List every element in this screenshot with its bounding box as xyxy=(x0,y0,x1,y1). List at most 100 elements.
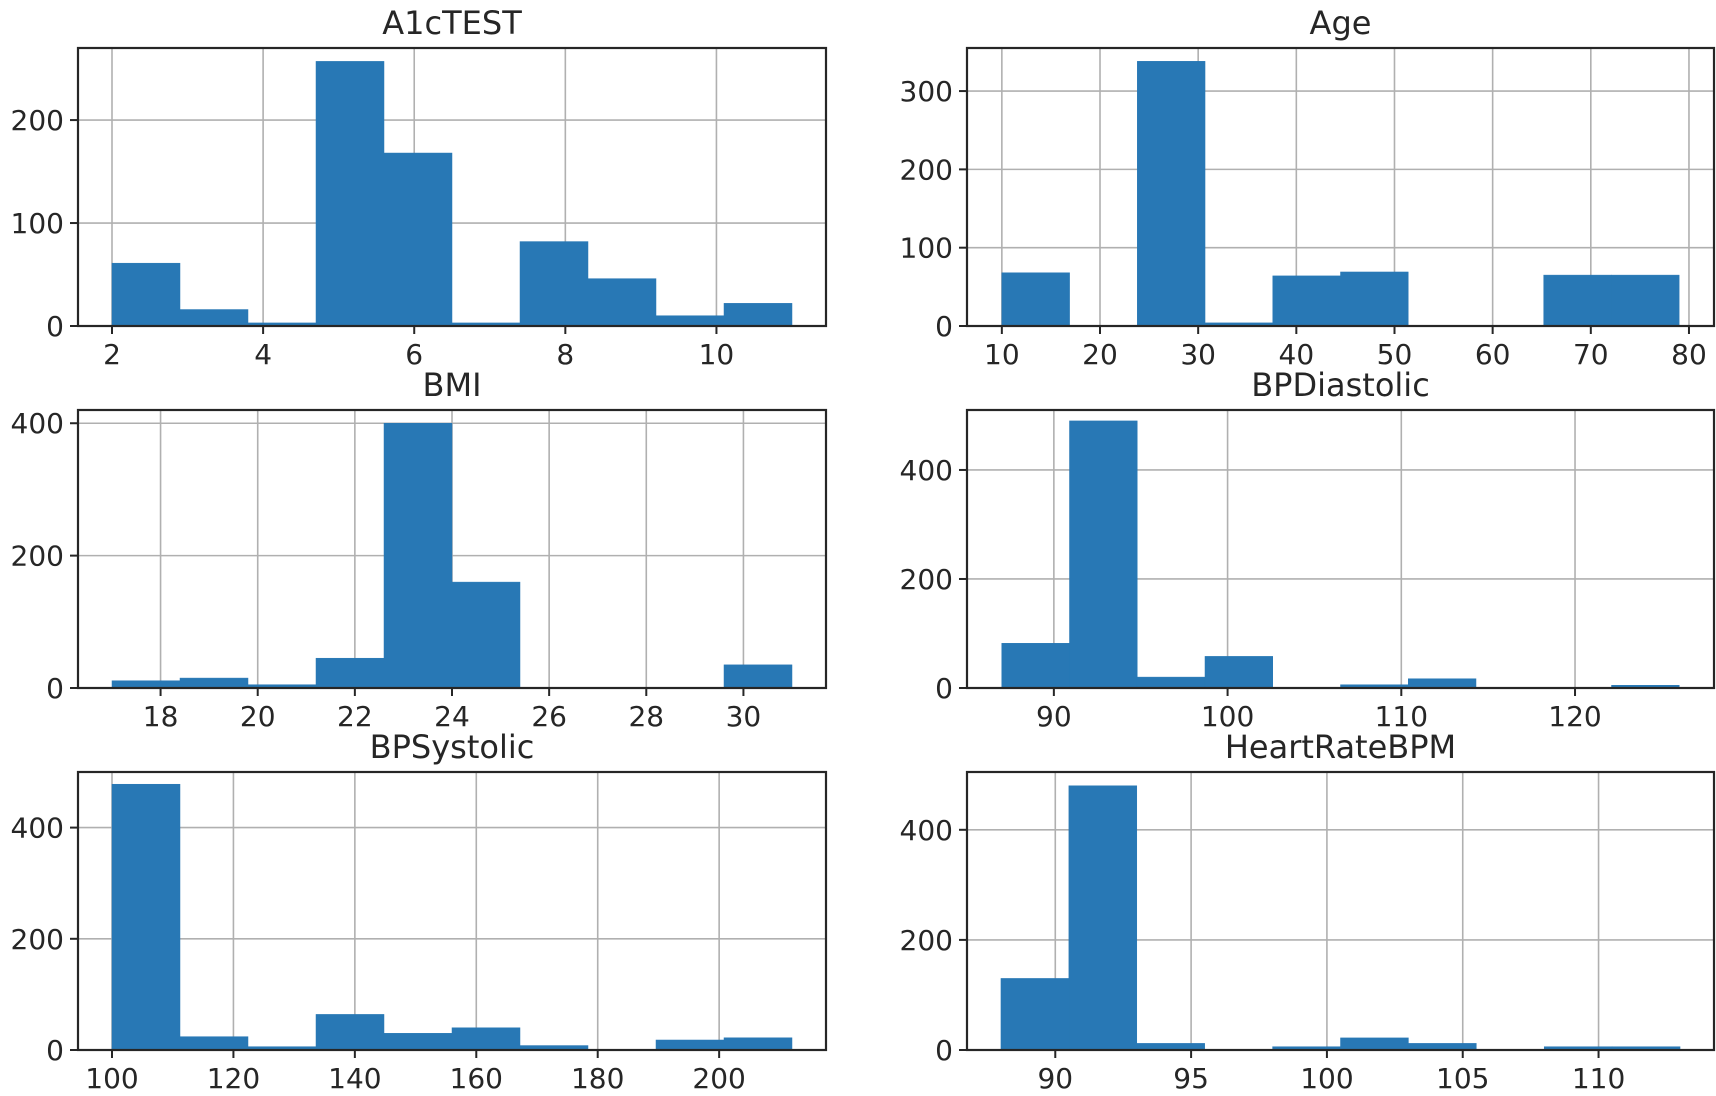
x-tick-label: 110 xyxy=(1375,700,1428,733)
x-tick-label: 200 xyxy=(692,1062,745,1095)
histogram-bar xyxy=(655,315,725,327)
x-tick-label: 4 xyxy=(254,338,272,371)
y-tick-label: 300 xyxy=(900,75,953,108)
y-tick-label: 0 xyxy=(935,310,953,343)
x-tick-label: 20 xyxy=(240,700,276,733)
y-tick-label: 400 xyxy=(900,814,953,847)
histogram-bar xyxy=(315,1014,385,1051)
histogram-bar xyxy=(179,309,249,327)
x-tick-label: 8 xyxy=(556,338,574,371)
x-tick-label: 2 xyxy=(103,338,121,371)
subplot-title: BPSystolic xyxy=(370,728,535,766)
y-tick-label: 200 xyxy=(11,540,64,573)
x-tick-label: 70 xyxy=(1573,338,1609,371)
histogram-bar xyxy=(315,61,385,327)
histogram-bar xyxy=(383,1033,453,1051)
x-tick-label: 28 xyxy=(628,700,664,733)
x-tick-label: 100 xyxy=(1300,1062,1353,1095)
x-tick-label: 180 xyxy=(571,1062,624,1095)
subplot-bpdiastolic: 90 100 110 120 0 200 400 BPDiastolic xyxy=(900,366,1716,733)
histogram-bar xyxy=(519,241,589,327)
histogram-bar xyxy=(1069,420,1138,689)
y-tick-label: 0 xyxy=(935,1034,953,1067)
x-tick-label: 18 xyxy=(143,700,179,733)
histogram-bar xyxy=(111,783,181,1051)
y-tick-label: 200 xyxy=(11,923,64,956)
subplot-title: Age xyxy=(1310,4,1372,42)
y-tick-label: 200 xyxy=(900,153,953,186)
histogram-bar xyxy=(1068,785,1138,1051)
x-tick-label: 80 xyxy=(1671,338,1707,371)
subplot-heartratebpm: 90 95 100 105 110 0 200 400 HeartRateBPM xyxy=(900,728,1716,1095)
histogram-bar xyxy=(1204,656,1273,689)
histogram-bar xyxy=(1611,274,1680,327)
histogram-bar xyxy=(1001,643,1070,689)
y-tick-label: 100 xyxy=(11,207,64,240)
x-tick-label: 30 xyxy=(1180,338,1216,371)
x-tick-label: 50 xyxy=(1377,338,1413,371)
subplot-bpsystolic: 100 120 140 160 180 200 0 200 400 BPSystolic xyxy=(11,728,828,1095)
y-tick-label: 0 xyxy=(46,310,64,343)
y-tick-label: 100 xyxy=(900,232,953,265)
histogram-bar xyxy=(1000,978,1070,1051)
x-tick-label: 10 xyxy=(984,338,1020,371)
histogram-bar xyxy=(1408,678,1477,689)
histogram-bar xyxy=(655,1039,725,1051)
x-tick-label: 24 xyxy=(434,700,470,733)
y-tick-label: 400 xyxy=(900,454,953,487)
x-tick-label: 22 xyxy=(337,700,373,733)
x-tick-label: 110 xyxy=(1572,1062,1625,1095)
subplot-bmi: 18 20 22 24 26 28 30 0 200 400 BMI xyxy=(11,366,828,733)
axes-frame xyxy=(76,770,828,1052)
y-tick-label: 0 xyxy=(46,1034,64,1067)
histogram-bar xyxy=(1137,61,1206,327)
x-tick-label: 20 xyxy=(1082,338,1118,371)
subplot-title: BPDiastolic xyxy=(1251,366,1430,404)
histogram-bar xyxy=(383,152,453,327)
histogram-bar xyxy=(383,422,453,689)
axes-frame xyxy=(965,46,1716,328)
y-tick-label: 400 xyxy=(11,812,64,845)
y-tick-label: 200 xyxy=(900,563,953,596)
subplot-title: BMI xyxy=(423,366,482,404)
histogram-bar xyxy=(1001,272,1070,327)
x-tick-label: 26 xyxy=(531,700,567,733)
x-tick-label: 120 xyxy=(1548,700,1601,733)
histogram-bar xyxy=(723,1037,793,1051)
x-tick-label: 120 xyxy=(207,1062,260,1095)
histogram-bar xyxy=(315,657,385,689)
histogram-bar xyxy=(179,677,249,689)
y-tick-label: 200 xyxy=(900,924,953,957)
histogram-bar xyxy=(451,1027,521,1051)
histogram-bar xyxy=(587,278,657,327)
x-tick-label: 90 xyxy=(1037,1062,1073,1095)
histogram-bar xyxy=(179,1036,249,1051)
histogram-bar xyxy=(1340,271,1409,327)
histogram-bar xyxy=(451,581,521,689)
x-tick-label: 105 xyxy=(1436,1062,1489,1095)
x-tick-label: 90 xyxy=(1036,700,1072,733)
histogram-bar xyxy=(1543,274,1612,327)
subplot-age: 10 20 30 40 50 60 70 80 0 100 200 300 Age xyxy=(900,4,1716,371)
histogram-bar xyxy=(1136,676,1206,689)
x-tick-label: 40 xyxy=(1279,338,1315,371)
y-tick-label: 0 xyxy=(46,672,64,705)
y-tick-label: 400 xyxy=(11,407,64,440)
histogram-bar xyxy=(1272,275,1341,327)
x-tick-label: 6 xyxy=(405,338,423,371)
x-tick-label: 140 xyxy=(328,1062,381,1095)
y-tick-label: 200 xyxy=(11,104,64,137)
x-tick-label: 160 xyxy=(450,1062,503,1095)
x-tick-label: 10 xyxy=(699,338,735,371)
axes-frame xyxy=(965,770,1716,1052)
x-tick-label: 100 xyxy=(1201,700,1254,733)
histogram-bar xyxy=(111,262,181,327)
subplot-title: A1cTEST xyxy=(382,4,522,42)
histogram-bar xyxy=(723,664,793,689)
histogram-bar xyxy=(1340,1037,1409,1051)
x-tick-label: 95 xyxy=(1173,1062,1209,1095)
x-tick-label: 60 xyxy=(1475,338,1511,371)
histogram-bar xyxy=(723,303,793,327)
